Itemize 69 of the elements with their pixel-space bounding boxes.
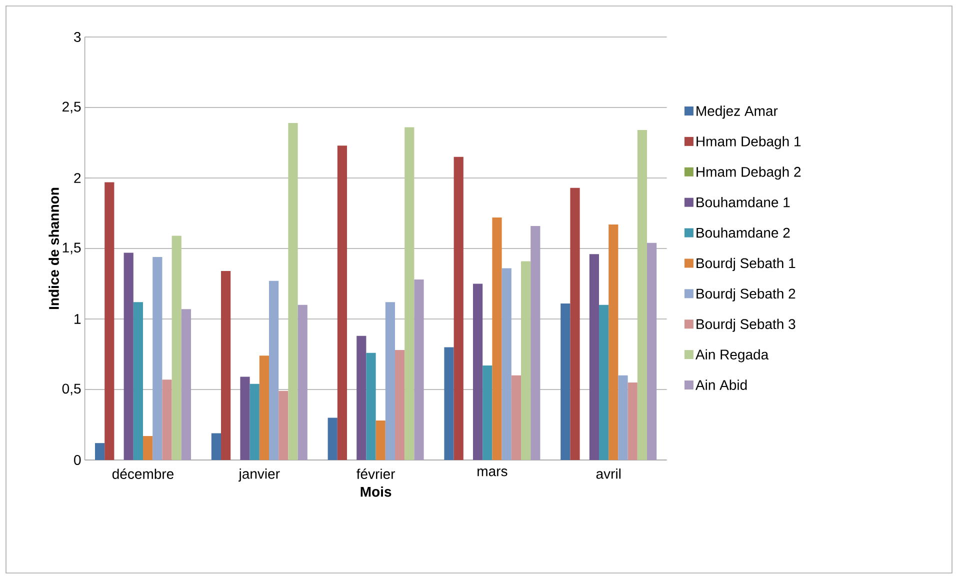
y-tick-label: 3 bbox=[74, 32, 81, 42]
y-tick-label: 2 bbox=[74, 173, 81, 183]
bar bbox=[521, 261, 531, 460]
bar bbox=[288, 123, 298, 460]
legend-label: Hmam Debagh 2 bbox=[696, 166, 801, 180]
bar bbox=[240, 376, 250, 460]
bar bbox=[356, 336, 366, 460]
bar bbox=[608, 224, 618, 460]
bar bbox=[628, 382, 638, 460]
bar bbox=[298, 304, 308, 460]
bar bbox=[404, 127, 414, 460]
bar bbox=[560, 303, 570, 460]
bar bbox=[269, 280, 279, 460]
y-tick-label: 0 bbox=[74, 455, 81, 465]
bar bbox=[172, 236, 182, 460]
bar bbox=[104, 182, 114, 460]
legend-label: Ain Abid bbox=[695, 380, 747, 390]
bar bbox=[95, 443, 105, 460]
bar bbox=[328, 418, 338, 460]
bar bbox=[143, 436, 153, 460]
bar bbox=[250, 384, 260, 460]
bar bbox=[473, 284, 483, 460]
legend-label: Bouhamdane 1 bbox=[696, 197, 790, 208]
x-tick-label: avril bbox=[596, 468, 620, 479]
bar bbox=[618, 375, 628, 460]
legend-label: Bourdj Sebath 3 bbox=[696, 318, 796, 332]
bar bbox=[211, 433, 222, 460]
x-tick-label: janvier bbox=[238, 468, 280, 482]
y-axis-title: Indice de shannon bbox=[48, 188, 59, 310]
y-tick-label: 1,5 bbox=[62, 242, 81, 254]
legend-label: Ain Regada bbox=[695, 349, 769, 362]
bar bbox=[385, 302, 396, 460]
bar bbox=[133, 302, 144, 460]
bar bbox=[502, 268, 512, 460]
bar bbox=[162, 380, 172, 460]
bar bbox=[454, 156, 464, 460]
bar bbox=[124, 252, 134, 460]
legend-label: Medjez Amar bbox=[696, 106, 778, 119]
bar bbox=[278, 390, 288, 460]
x-tick-label: février bbox=[356, 468, 396, 479]
bar bbox=[589, 254, 600, 460]
bar bbox=[366, 352, 376, 460]
bar bbox=[221, 271, 231, 460]
bar bbox=[511, 375, 521, 460]
legend-label: Bourdj Sebath 1 bbox=[696, 258, 796, 271]
bar bbox=[152, 256, 162, 460]
bar bbox=[395, 350, 405, 460]
bar bbox=[482, 366, 492, 460]
bar bbox=[259, 356, 270, 460]
bar bbox=[637, 130, 648, 460]
bar bbox=[492, 217, 502, 460]
y-tick-label: 1 bbox=[74, 314, 81, 324]
x-tick-label: mars bbox=[478, 468, 508, 476]
bar bbox=[376, 420, 386, 460]
y-tick-label: 2,5 bbox=[62, 102, 81, 114]
y-tick-label: 0,5 bbox=[62, 384, 81, 396]
bar bbox=[444, 347, 454, 460]
bar bbox=[647, 242, 657, 460]
bar bbox=[570, 188, 580, 460]
bar bbox=[530, 226, 540, 460]
bar bbox=[181, 309, 192, 460]
x-axis-title: Mois bbox=[360, 486, 392, 497]
bar bbox=[337, 146, 348, 460]
legend-label: Bourdj Sebath 2 bbox=[696, 288, 796, 302]
legend-label: Bouhamdane 2 bbox=[696, 227, 790, 238]
x-tick-label: décembre bbox=[112, 468, 174, 479]
legend-label: Hmam Debagh 1 bbox=[696, 136, 801, 150]
bar bbox=[599, 304, 609, 460]
bar bbox=[414, 280, 424, 460]
